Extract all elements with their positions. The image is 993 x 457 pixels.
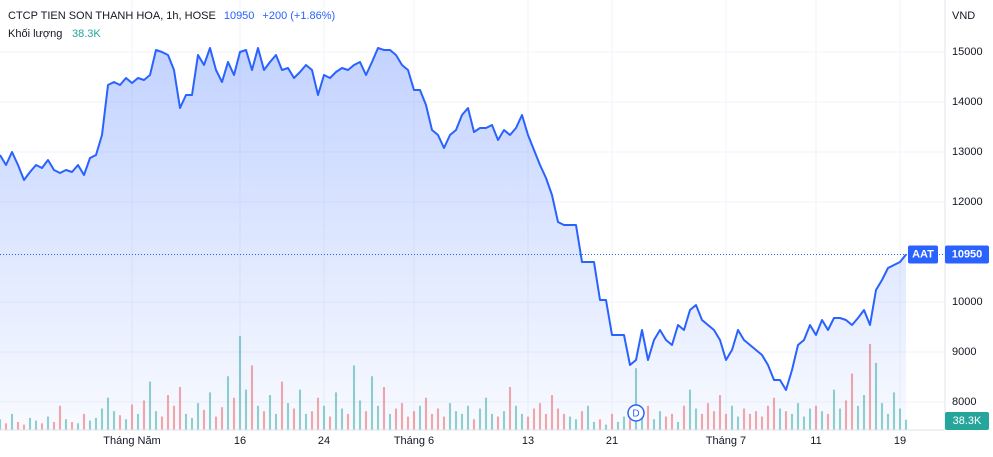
dividend-label: D: [632, 409, 639, 420]
dividend-marker: [627, 404, 645, 422]
chart-title: CTCP TIEN SON THANH HOA, 1h, HOSE: [8, 10, 216, 22]
volume-badge: [945, 412, 989, 430]
y-tick-label: 12000: [952, 196, 983, 208]
x-tick-label: 11: [810, 435, 821, 447]
price-line: [0, 47, 907, 391]
price-area: [0, 48, 906, 430]
currency: VND: [952, 10, 975, 22]
x-tick-label: 24: [318, 435, 330, 447]
price-badge: [945, 245, 989, 264]
last-price: 10950: [224, 10, 255, 22]
x-tick-label: 16: [234, 435, 246, 447]
y-tick-label: 10000: [952, 296, 983, 308]
x-tick-label: Tháng Năm: [103, 435, 160, 447]
y-tick-label: 13000: [952, 146, 983, 158]
volume-last: 38.3K: [72, 28, 101, 40]
price-plot: [0, 47, 945, 430]
x-tick-label: 13: [522, 435, 534, 447]
price-change: +200 (+1.86%): [262, 10, 335, 22]
x-tick-label: Tháng 7: [706, 435, 746, 447]
symbol-label: AAT: [912, 248, 934, 260]
y-tick-label: 9000: [952, 346, 976, 358]
volume-badge-label: 38.3K: [953, 415, 982, 427]
y-tick-label: 15000: [952, 46, 983, 58]
symbol-badge: [908, 245, 938, 264]
price-badge-label: 10950: [952, 248, 983, 260]
x-tick-label: 19: [894, 435, 906, 447]
y-tick-label: 8000: [952, 396, 976, 408]
x-tick-label: Tháng 6: [394, 435, 434, 447]
volume-title: Khối lượng: [8, 28, 62, 40]
x-tick-label: 21: [606, 435, 618, 447]
y-tick-label: 14000: [952, 96, 983, 108]
